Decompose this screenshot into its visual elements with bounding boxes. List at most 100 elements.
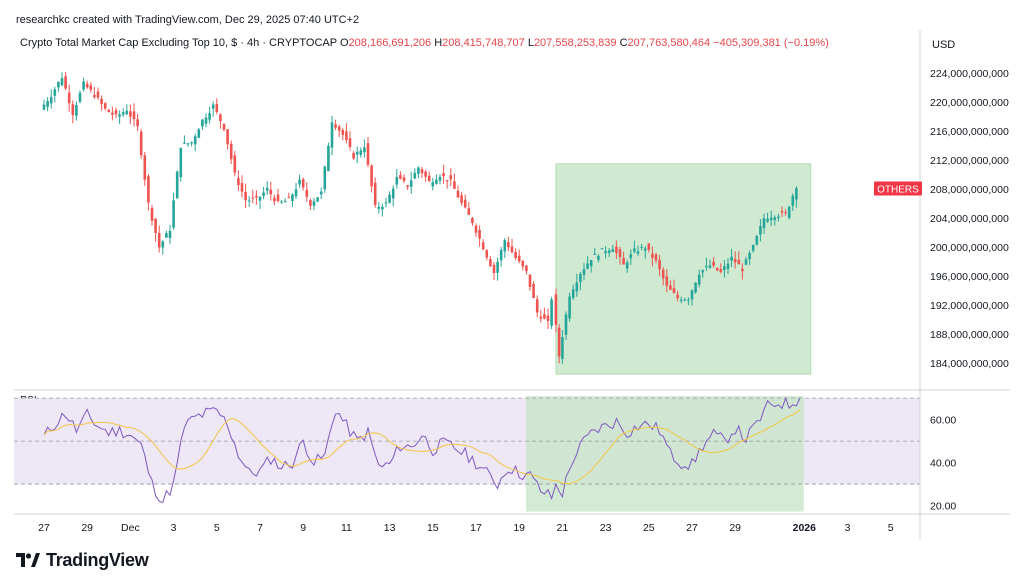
candle-body — [330, 122, 334, 148]
candle-body — [121, 112, 125, 115]
candle-body — [251, 197, 255, 199]
price-tick-label: 216,000,000,000 — [930, 126, 1009, 138]
time-tick-label: 29 — [729, 522, 741, 534]
close-value: 207,763,580,464 — [627, 37, 711, 49]
candle-body — [309, 200, 312, 206]
candle-body — [651, 253, 654, 258]
candle-body — [161, 241, 165, 248]
candle-body — [96, 91, 100, 98]
candle-body — [489, 259, 492, 267]
rsi-moving-average — [43, 409, 801, 485]
time-tick-label: 27 — [38, 522, 50, 534]
candle-body — [139, 131, 143, 156]
candle-body — [89, 85, 93, 90]
time-tick-label: 5 — [214, 522, 220, 534]
candle-body — [222, 123, 226, 130]
candle-body — [384, 202, 388, 204]
candle-body — [219, 114, 222, 122]
candle-body — [363, 147, 366, 153]
candle-body — [287, 197, 291, 199]
candle-body — [417, 167, 420, 174]
candle-body — [215, 103, 219, 112]
candle-body — [471, 217, 474, 224]
candle-body — [67, 92, 71, 104]
candle-body — [715, 267, 719, 271]
candle-body — [345, 131, 348, 141]
candle-body — [193, 136, 197, 145]
candle-body — [273, 197, 276, 202]
candle-body — [323, 166, 327, 190]
candle-body — [190, 142, 193, 144]
candle-body — [575, 282, 579, 292]
candle-body — [669, 285, 672, 290]
candle-body — [366, 143, 370, 165]
price-tick-label: 200,000,000,000 — [930, 242, 1009, 254]
candle-body — [165, 233, 168, 238]
candle-body — [571, 289, 575, 298]
candle-body — [82, 81, 85, 90]
candle-body — [766, 219, 769, 222]
time-tick-label: 3 — [171, 522, 177, 534]
candle-body — [78, 92, 82, 102]
candle-body — [687, 299, 690, 301]
candle-body — [741, 268, 744, 272]
candle-body — [107, 109, 111, 113]
time-tick-label: 5 — [888, 522, 894, 534]
candle-body — [280, 201, 283, 203]
candle-body — [564, 314, 568, 335]
candle-body — [773, 217, 777, 221]
candle-body — [510, 246, 514, 253]
candle-body — [532, 283, 535, 299]
candle-body — [525, 265, 528, 272]
candle-body — [183, 142, 186, 144]
candle-body — [733, 258, 737, 263]
candle-body — [481, 242, 485, 250]
chart-credit: researchkc created with TradingView.com,… — [16, 14, 360, 26]
candle-body — [679, 299, 683, 302]
time-tick-label: 13 — [384, 522, 396, 534]
candle-body — [172, 200, 175, 228]
candle-body — [111, 112, 114, 115]
highlight-box-price — [555, 163, 812, 375]
candle-body — [352, 152, 355, 159]
rsi-tick-label: 40.00 — [930, 458, 956, 470]
candle-body — [589, 259, 593, 267]
candle-body — [143, 155, 147, 180]
candle-body — [604, 251, 607, 254]
price-tick-label: 208,000,000,000 — [930, 184, 1009, 196]
candle-body — [150, 207, 154, 221]
candle-body — [377, 206, 381, 209]
candle-body — [769, 217, 773, 221]
candle-body — [154, 218, 157, 233]
candle-body — [528, 274, 532, 288]
candle-body — [197, 129, 201, 138]
candle-body — [615, 246, 618, 253]
others-price-badge-bg — [874, 181, 922, 196]
currency-label[interactable]: USD — [932, 39, 956, 51]
candle-body — [456, 190, 460, 198]
candle-body — [258, 196, 262, 201]
candle-body — [467, 208, 471, 215]
tradingview-logo[interactable]: TradingView — [16, 548, 149, 572]
candle-body — [683, 299, 687, 301]
ohlc-legend: Crypto Total Market Cap Excluding Top 10… — [20, 37, 829, 49]
candle-body — [413, 172, 417, 179]
candle-body — [762, 218, 766, 229]
price-tick-label: 196,000,000,000 — [930, 271, 1009, 283]
candle-body — [777, 216, 780, 218]
candle-body — [157, 233, 161, 248]
time-tick-label: 17 — [470, 522, 482, 534]
candle-body — [373, 182, 377, 205]
candle-body — [262, 192, 265, 196]
candle-body — [46, 101, 49, 107]
candle-body — [521, 260, 525, 267]
candle-body — [625, 262, 629, 269]
low-value: 207,558,253,839 — [533, 37, 617, 49]
candle-body — [780, 211, 784, 213]
candle-body — [276, 194, 280, 202]
candle-body — [503, 240, 507, 252]
candle-body — [312, 201, 316, 206]
candle-body — [485, 250, 489, 258]
candle-body — [737, 259, 741, 265]
